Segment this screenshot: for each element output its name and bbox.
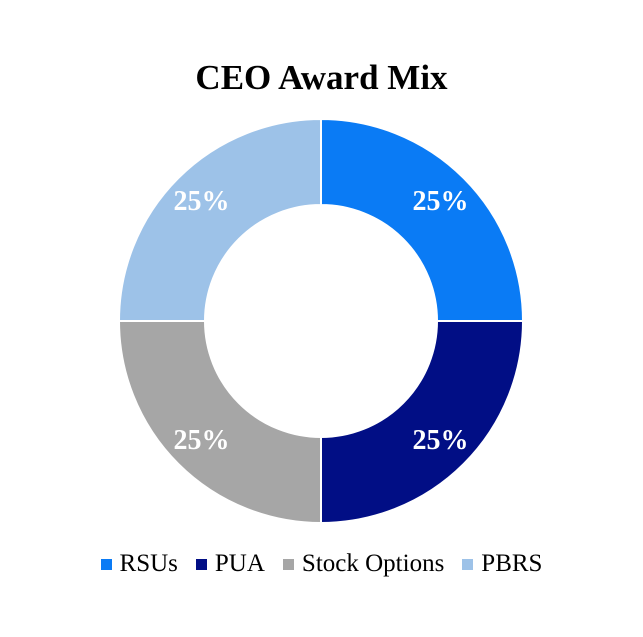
legend-item-stock-options: Stock Options <box>282 550 445 578</box>
slice-pua <box>320 320 525 525</box>
legend-swatch <box>100 558 112 570</box>
data-label-pbrs: 25% <box>173 186 229 217</box>
slice-pbrs <box>117 117 322 322</box>
slice-stock-options <box>117 320 322 525</box>
legend-swatch <box>195 558 207 570</box>
legend: RSUs PUA Stock Options PBRS <box>0 549 643 579</box>
legend-label: RSUs <box>119 550 178 577</box>
slice-rsus <box>320 117 525 322</box>
legend-label: Stock Options <box>301 550 445 577</box>
legend-item-pbrs: PBRS <box>462 550 542 578</box>
legend-label: PUA <box>214 550 265 577</box>
legend-label: PBRS <box>481 550 543 577</box>
chart-title: CEO Award Mix <box>195 58 448 97</box>
legend-item-pua: PUA <box>195 550 265 578</box>
legend-item-rsus: RSUs <box>100 550 178 578</box>
data-label-stock-options: 25% <box>173 425 229 456</box>
data-label-pua: 25% <box>413 425 469 456</box>
legend-swatch <box>282 558 294 570</box>
legend-swatch <box>462 558 474 570</box>
data-label-rsus: 25% <box>413 186 469 217</box>
